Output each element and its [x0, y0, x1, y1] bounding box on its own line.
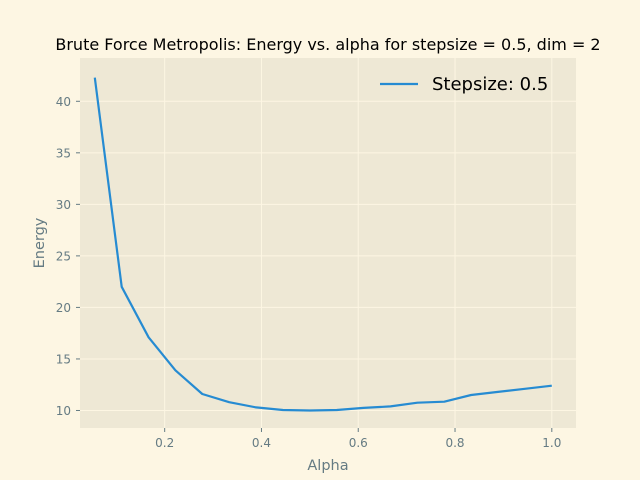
grid-lines: [80, 58, 576, 428]
x-tick-label: 0.8: [445, 436, 464, 450]
chart-title: Brute Force Metropolis: Energy vs. alpha…: [55, 35, 600, 54]
y-tick-label: 40: [56, 95, 71, 109]
y-tick-label: 15: [56, 352, 71, 366]
legend-label: Stepsize: 0.5: [432, 74, 548, 95]
y-axis-title: Energy: [32, 217, 48, 268]
x-tick-label: 0.2: [155, 436, 174, 450]
x-tick-label: 1.0: [542, 436, 561, 450]
series-layer: [93, 77, 552, 412]
y-tick-label: 30: [56, 198, 71, 212]
x-tick-label: 0.4: [252, 436, 271, 450]
y-tick-label: 10: [56, 404, 71, 418]
x-axis-title: Alpha: [307, 458, 348, 474]
legend: Stepsize: 0.5: [380, 74, 548, 95]
plot-area: [80, 58, 576, 428]
y-tick-label: 20: [56, 301, 71, 315]
y-tick-label: 35: [56, 146, 71, 160]
x-tick-labels: 0.2 0.4 0.6 0.8 1.0: [155, 428, 561, 450]
series-line: [93, 77, 552, 412]
y-tick-labels: 10 15 20 25 30 35 40: [56, 95, 80, 418]
x-tick-label: 0.6: [349, 436, 368, 450]
y-tick-label: 25: [56, 249, 71, 263]
